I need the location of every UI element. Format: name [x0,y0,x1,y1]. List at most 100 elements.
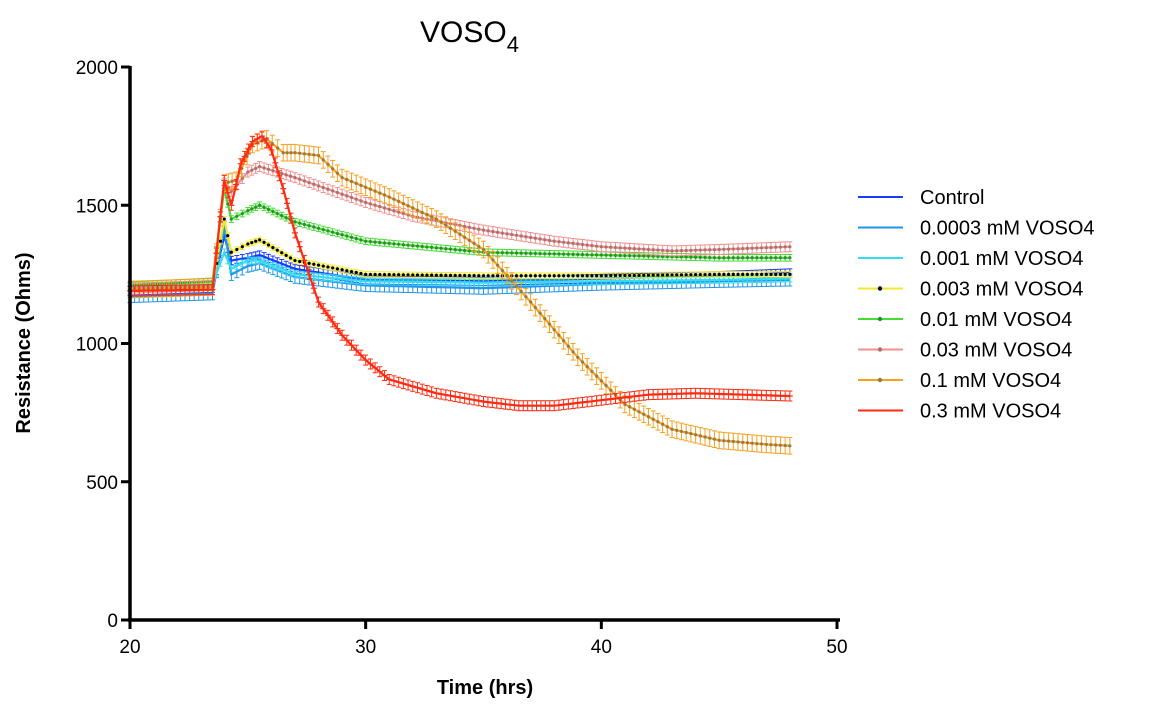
data-point [628,405,632,409]
data-point [481,274,486,278]
data-point [632,254,636,258]
data-point [783,256,787,260]
x-tick-label: 20 [119,637,140,658]
data-point [547,274,552,278]
data-point [250,168,254,172]
data-point [271,169,275,173]
data-point [425,213,429,217]
data-point [731,272,735,276]
data-point [226,234,230,238]
data-point [769,272,773,276]
data-point [486,229,490,233]
data-point [463,224,467,229]
data-point [258,203,262,207]
data-point [764,246,768,250]
data-point [331,189,335,193]
data-point [496,250,500,255]
data-point [284,173,288,177]
data-point [679,273,684,277]
data-point [500,251,504,255]
data-point [717,247,721,252]
data-point [246,170,250,174]
data-point [689,432,693,436]
data-point [755,441,759,446]
data-point [467,249,471,253]
data-point [736,247,740,251]
data-point [415,273,420,277]
data-point [538,274,542,278]
data-point [712,248,717,252]
data-point [580,252,585,257]
data-point [312,182,316,186]
data-point [281,151,285,155]
data-point [491,274,495,278]
data-point [651,273,655,277]
data-point [774,272,778,276]
data-point [580,360,585,364]
data-point [585,365,589,369]
x-tick-label: 30 [355,637,376,658]
data-point [293,176,297,180]
data-point [392,242,396,246]
data-point [316,153,321,158]
data-point [524,295,528,299]
legend-marker [877,347,883,352]
data-point [684,255,688,259]
legend-label: 0.3 mM VOSO4 [920,401,1061,423]
data-point [349,195,354,200]
data-point [519,289,523,294]
data-point [628,246,632,250]
data-point [661,273,665,277]
data-point [463,235,467,239]
data-point [378,240,382,245]
data-point [420,210,424,215]
data-point [646,273,651,277]
data-point [519,251,523,255]
data-point [335,231,339,236]
data-point [764,442,768,447]
data-point [557,252,561,256]
data-point [595,274,599,278]
data-point [731,256,735,260]
data-point [557,274,561,278]
legend-marker [877,377,883,383]
data-point [397,210,401,214]
data-point [755,256,759,260]
y-tick-label: 1000 [76,335,118,356]
data-point [538,311,542,315]
data-point [250,240,254,245]
data-point [726,256,731,260]
data-point [359,183,363,187]
data-point [566,274,570,278]
data-point [764,256,768,260]
data-point [359,199,363,203]
data-point [547,252,552,256]
data-point [415,208,420,212]
data-point [373,240,377,244]
data-point [632,407,636,411]
data-point [576,274,580,278]
data-point [302,222,306,227]
data-point [387,273,391,277]
data-point [585,253,589,257]
data-point [326,162,330,166]
data-point [258,238,262,242]
data-point [448,247,453,251]
data-point [585,274,589,278]
data-point [632,247,636,251]
data-point [481,247,486,252]
data-point [293,151,297,155]
data-point [745,272,750,276]
data-point [689,248,693,252]
data-point [722,256,726,260]
legend-item: 0.001 mM VOSO4 [858,248,1083,270]
data-point [307,261,311,265]
data-point [604,274,608,278]
data-point [684,430,688,435]
data-point [595,374,599,378]
data-point [496,274,500,278]
data-point [397,242,401,246]
data-point [552,274,556,278]
data-point [467,273,471,278]
